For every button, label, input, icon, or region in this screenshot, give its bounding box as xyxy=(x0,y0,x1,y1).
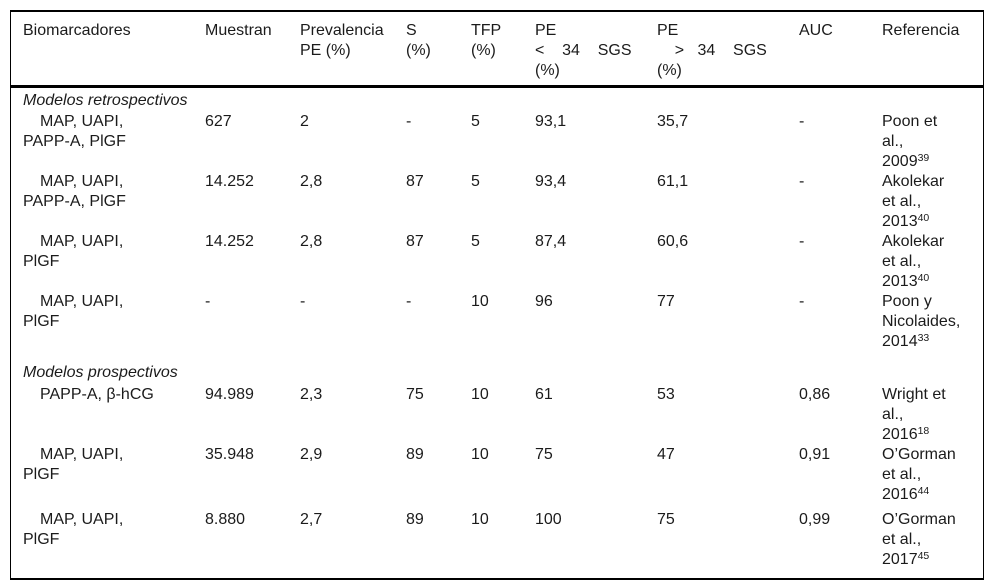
cell-muestran: 35.948 xyxy=(205,446,254,463)
cell-pe-gt34: 75 xyxy=(657,511,675,528)
cell-prevalencia: 2,8 xyxy=(300,173,323,190)
cell-prevalencia: 2 xyxy=(300,113,309,130)
table-row: MAP, UAPI, PAPP-A, PlGF 627 2 - 5 93,1 3… xyxy=(23,112,983,172)
table-row: MAP, UAPI, PlGF 14.252 2,8 87 5 87,4 60,… xyxy=(23,232,983,292)
cell-referencia: Wright et al., 201618 xyxy=(871,385,983,445)
table-row: MAP, UAPI, PlGF 8.880 2,7 89 10 100 75 0… xyxy=(23,510,983,574)
cell-tfp: 10 xyxy=(471,293,489,310)
section-row-retrospectivos: Modelos retrospectivos xyxy=(23,91,983,112)
cell-auc: - xyxy=(799,233,805,250)
reference-citation-number: 18 xyxy=(917,425,930,437)
cell-s: 89 xyxy=(406,446,424,463)
cell-referencia: O’Gorman et al., 201745 xyxy=(871,510,984,570)
cell-prevalencia: 2,8 xyxy=(300,233,323,250)
reference-citation-number: 45 xyxy=(917,550,930,562)
cell-auc: - xyxy=(799,113,805,130)
col-header-s: S (%) xyxy=(406,22,431,59)
col-header-biomarcadores: Biomarcadores xyxy=(23,22,131,39)
cell-biomarcadores: MAP, UAPI, PlGF xyxy=(23,233,124,270)
cell-s: - xyxy=(406,293,412,310)
cell-referencia: Akolekar et al., 201340 xyxy=(871,172,983,232)
reference-text: Wright et al., 2016 xyxy=(882,386,946,443)
cell-tfp: 5 xyxy=(471,113,480,130)
table-row: MAP, UAPI, PlGF - - - 10 96 77 - Poon y … xyxy=(23,292,983,354)
cell-pe-lt34: 100 xyxy=(535,511,562,528)
cell-pe-lt34: 96 xyxy=(535,293,553,310)
cell-tfp: 5 xyxy=(471,173,480,190)
table-row: PAPP-A, β-hCG 94.989 2,3 75 10 61 53 0,8… xyxy=(23,385,983,445)
cell-s: 75 xyxy=(406,386,424,403)
cell-muestran: 14.252 xyxy=(205,233,254,250)
cell-tfp: 10 xyxy=(471,386,489,403)
cell-tfp: 10 xyxy=(471,511,489,528)
section-row-prospectivos: Modelos prospectivos xyxy=(23,354,983,385)
reference-text: Akolekar et al., 2013 xyxy=(882,233,945,290)
cell-pe-gt34: 47 xyxy=(657,446,675,463)
cell-pe-lt34: 93,4 xyxy=(535,173,567,190)
cell-pe-gt34: 35,7 xyxy=(657,113,689,130)
reference-text: Poon y Nicolaides, 2014 xyxy=(882,293,961,350)
cell-s: 89 xyxy=(406,511,424,528)
cell-biomarcadores: PAPP-A, β-hCG xyxy=(40,386,154,403)
section-label: Modelos retrospectivos xyxy=(23,92,188,109)
cell-pe-gt34: 53 xyxy=(657,386,675,403)
cell-biomarcadores: MAP, UAPI, PAPP-A, PlGF xyxy=(23,113,126,150)
cell-tfp: 5 xyxy=(471,233,480,250)
cell-muestran: 94.989 xyxy=(205,386,254,403)
cell-s: - xyxy=(406,113,412,130)
table-row: MAP, UAPI, PlGF 35.948 2,9 89 10 75 47 0… xyxy=(23,445,983,510)
cell-pe-gt34: 77 xyxy=(657,293,675,310)
cell-pe-lt34: 75 xyxy=(535,446,553,463)
table-header-row: Biomarcadores Muestran Prevalencia PE (%… xyxy=(11,12,983,88)
cell-s: 87 xyxy=(406,233,424,250)
cell-tfp: 10 xyxy=(471,446,489,463)
cell-biomarcadores: MAP, UAPI, PlGF xyxy=(23,511,124,548)
cell-auc: 0,99 xyxy=(799,511,831,528)
cell-prevalencia: - xyxy=(300,293,306,310)
cell-muestran: 8.880 xyxy=(205,511,246,528)
col-header-referencia: Referencia xyxy=(882,22,960,39)
cell-pe-gt34: 61,1 xyxy=(657,173,689,190)
table-row: MAP, UAPI, PAPP-A, PlGF 14.252 2,8 87 5 … xyxy=(23,172,983,232)
cell-biomarcadores: MAP, UAPI, PAPP-A, PlGF xyxy=(23,173,126,210)
cell-auc: 0,86 xyxy=(799,386,831,403)
cell-referencia: O’Gorman et al., 201644 xyxy=(871,445,984,505)
cell-pe-lt34: 93,1 xyxy=(535,113,567,130)
reference-text: Akolekar et al., 2013 xyxy=(882,173,945,230)
cell-auc: 0,91 xyxy=(799,446,831,463)
biomarkers-table: Biomarcadores Muestran Prevalencia PE (%… xyxy=(10,10,984,580)
cell-referencia: Poon y Nicolaides, 201433 xyxy=(871,292,988,352)
col-header-tfp: TFP (%) xyxy=(471,22,502,59)
cell-pe-gt34: 60,6 xyxy=(657,233,689,250)
cell-pe-lt34: 61 xyxy=(535,386,553,403)
reference-citation-number: 33 xyxy=(917,332,930,344)
reference-citation-number: 40 xyxy=(917,272,930,284)
table-body: Modelos retrospectivos MAP, UAPI, PAPP-A… xyxy=(11,88,983,578)
cell-muestran: 627 xyxy=(205,113,232,130)
cell-auc: - xyxy=(799,173,805,190)
reference-text: O’Gorman et al., 2016 xyxy=(882,446,956,503)
col-header-pe-lt34: PE < 34 SGS (%) xyxy=(535,22,632,79)
cell-auc: - xyxy=(799,293,805,310)
cell-muestran: 14.252 xyxy=(205,173,254,190)
col-header-auc: AUC xyxy=(799,22,833,39)
reference-citation-number: 40 xyxy=(917,212,930,224)
cell-referencia: Akolekar et al., 201340 xyxy=(871,232,983,292)
cell-biomarcadores: MAP, UAPI, PlGF xyxy=(23,293,124,330)
cell-pe-lt34: 87,4 xyxy=(535,233,567,250)
cell-referencia: Poon et al., 200939 xyxy=(871,112,983,172)
cell-prevalencia: 2,7 xyxy=(300,511,323,528)
cell-s: 87 xyxy=(406,173,424,190)
reference-citation-number: 44 xyxy=(917,485,930,497)
cell-muestran: - xyxy=(205,293,211,310)
col-header-muestran: Muestran xyxy=(205,22,272,39)
cell-biomarcadores: MAP, UAPI, PlGF xyxy=(23,446,124,483)
cell-prevalencia: 2,9 xyxy=(300,446,323,463)
reference-text: Poon et al., 2009 xyxy=(882,113,938,170)
cell-prevalencia: 2,3 xyxy=(300,386,323,403)
col-header-prevalencia: Prevalencia PE (%) xyxy=(300,22,384,59)
reference-citation-number: 39 xyxy=(917,152,930,164)
col-header-pe-gt34: PE > 34 SGS (%) xyxy=(657,22,767,79)
section-label: Modelos prospectivos xyxy=(23,364,178,381)
